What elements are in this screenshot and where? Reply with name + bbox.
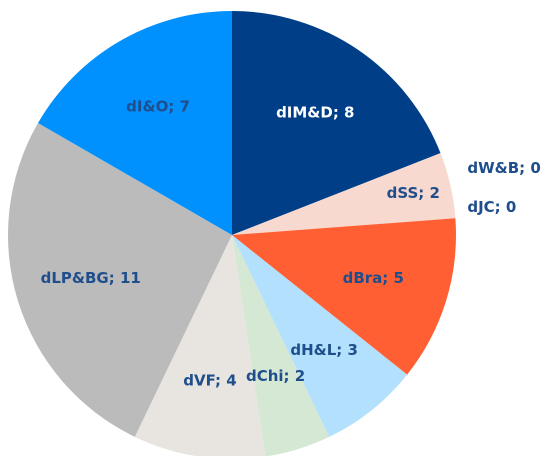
data-label: dChi; 2 [246, 367, 305, 385]
data-label: dSS; 2 [387, 184, 440, 202]
data-label: dW&B; 0 [467, 159, 540, 177]
pie-slice [232, 153, 456, 235]
pie-slice [8, 123, 233, 437]
pie-slice [232, 11, 441, 235]
pie-slice [134, 235, 266, 456]
data-label: dBra; 5 [343, 269, 404, 287]
data-label: dJC; 0 [467, 198, 516, 216]
pie-slice [232, 218, 457, 375]
pie-slice [38, 11, 232, 235]
pie-slice [232, 235, 330, 456]
data-label: dI&O; 7 [126, 97, 190, 115]
data-label: dLP&BG; 11 [41, 269, 141, 287]
data-label: dH&L; 3 [290, 341, 358, 359]
pie-slice [232, 235, 408, 437]
data-label: dVF; 4 [183, 372, 236, 390]
data-label: dIM&D; 8 [276, 103, 354, 121]
